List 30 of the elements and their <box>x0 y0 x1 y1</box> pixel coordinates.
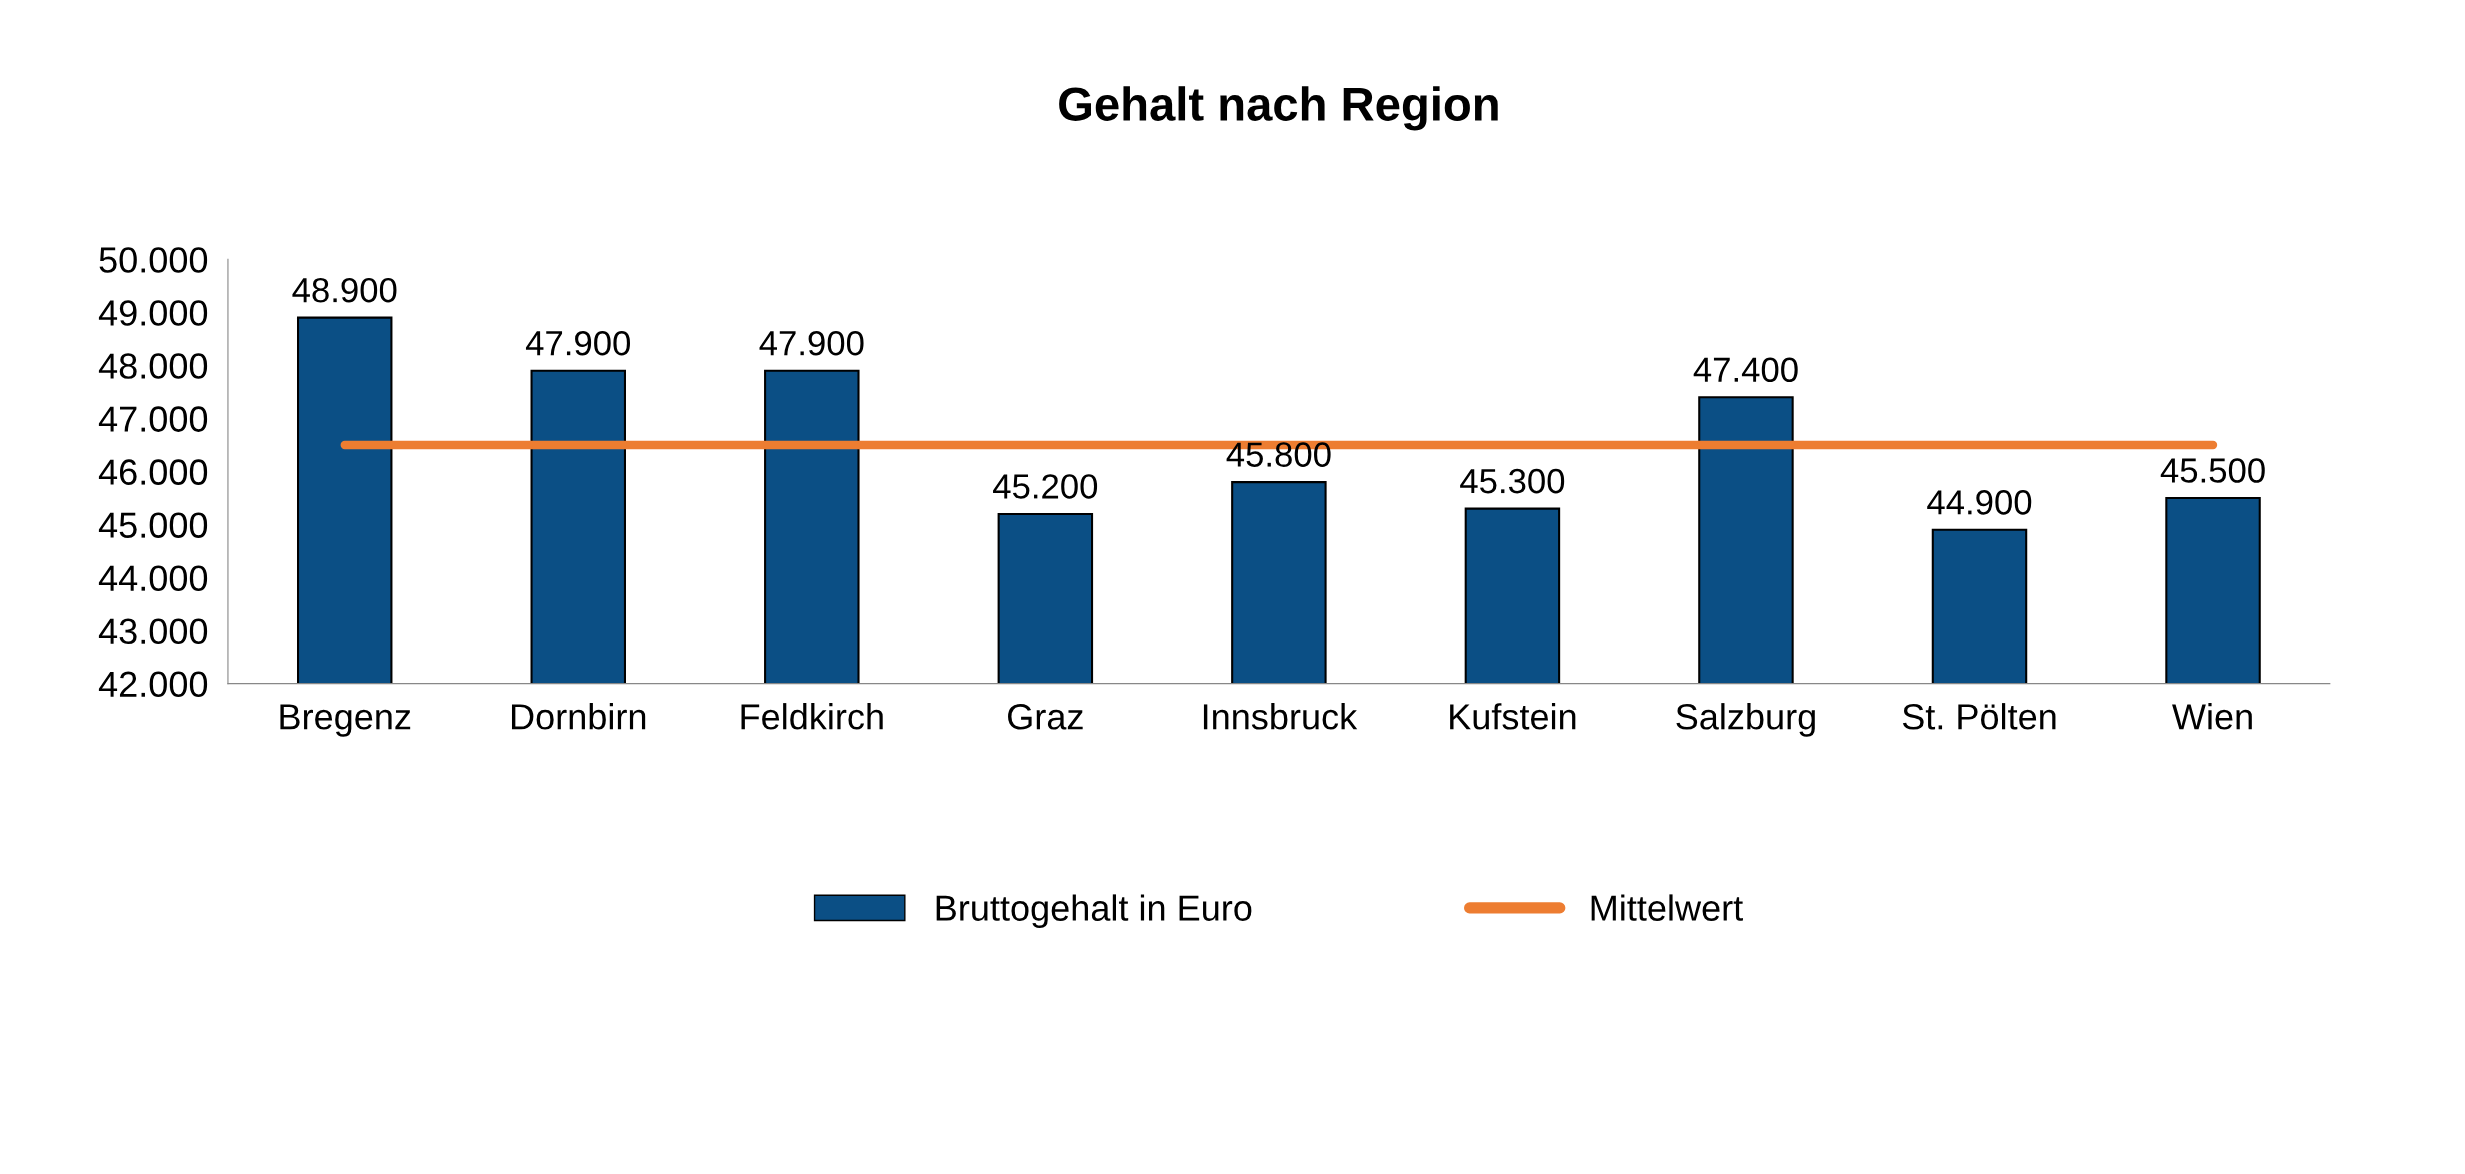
data-label: 45.300 <box>1460 468 1565 494</box>
data-label: 47.900 <box>759 330 864 356</box>
data-label: 45.200 <box>993 474 1098 499</box>
x-tick-label: Feldkirch <box>741 703 883 730</box>
data-label: 45.800 <box>1226 442 1331 467</box>
data-label: 47.900 <box>525 330 631 356</box>
y-tick-label: 49.000 <box>98 300 208 326</box>
data-label: 48.900 <box>292 277 397 303</box>
x-tick-label: St. Pölten <box>1902 703 2056 730</box>
chart-title: Gehalt nach Region <box>1059 86 1498 131</box>
x-tick-label: Kufstein <box>1450 703 1576 730</box>
y-tick-label: 47.000 <box>98 406 208 432</box>
y-tick-label: 42.000 <box>98 671 208 698</box>
y-tick-label: 45.000 <box>98 512 208 538</box>
x-tick-label: Graz <box>1008 704 1083 730</box>
y-tick-label: 50.000 <box>99 247 208 273</box>
y-tick-label: 48.000 <box>98 353 208 379</box>
data-label: 47.400 <box>1693 357 1798 383</box>
x-tick-label: Innsbruck <box>1203 703 1358 730</box>
x-tick-label: Bregenz <box>280 704 411 737</box>
y-tick-label: 43.000 <box>98 618 208 645</box>
x-tick-label: Salzburg <box>1676 703 1815 737</box>
x-tick-label: Wien <box>2172 703 2252 730</box>
y-tick-label: 44.000 <box>98 565 208 592</box>
data-label: 44.900 <box>1927 490 2032 515</box>
legend-label: Bruttogehalt in Euro <box>936 894 1252 929</box>
data-label: 45.500 <box>2160 458 2265 483</box>
x-tick-label: Dornbirn <box>511 703 646 730</box>
legend-label: Mittelwert <box>1591 894 1743 921</box>
y-tick-label: 46.000 <box>98 459 208 485</box>
